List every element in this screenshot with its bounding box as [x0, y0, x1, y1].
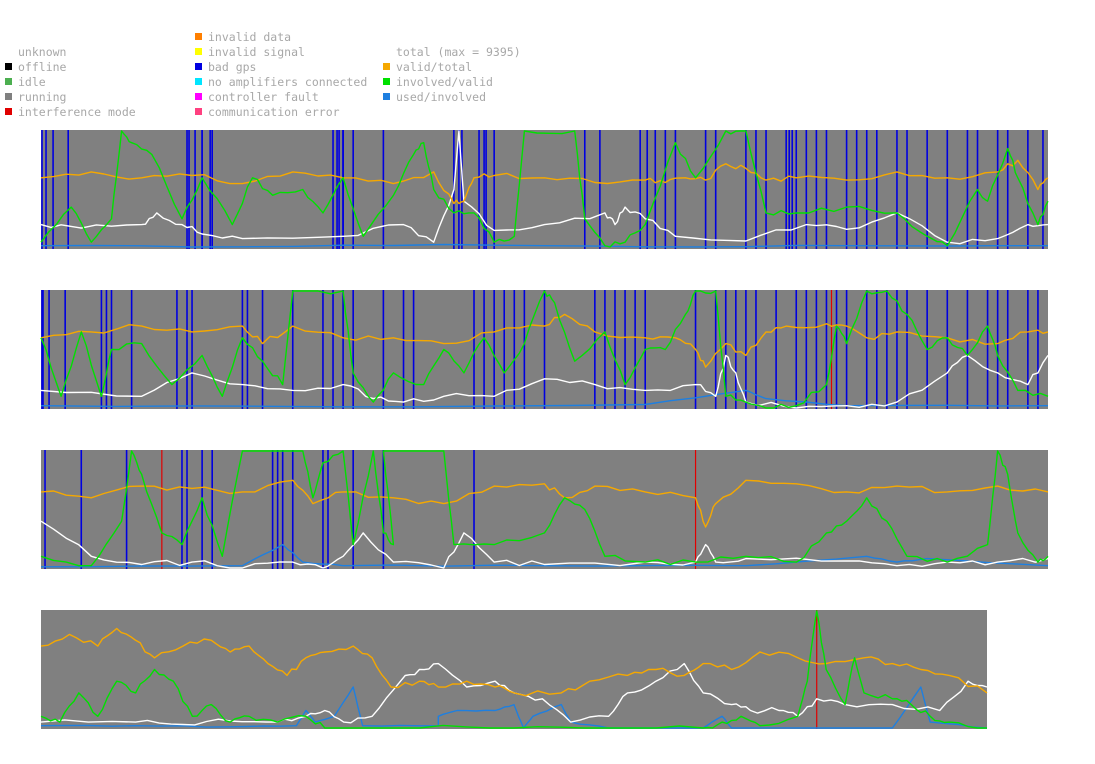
legend-swatch: [195, 93, 202, 100]
chart-panel-1: [40, 130, 1049, 249]
chart-panel-4: [40, 610, 988, 729]
total-line: [40, 662, 988, 726]
legend-swatch: [195, 108, 202, 115]
legend-label: no amplifiers connected: [208, 75, 368, 89]
legend-label: communication error: [208, 105, 340, 119]
involved-valid-line: [40, 450, 1049, 567]
legend-swatch: [5, 48, 12, 55]
total-line: [40, 520, 1049, 569]
legend-label: involved/valid: [396, 75, 493, 89]
legend-label: invalid data: [208, 30, 292, 44]
used-involved-line: [40, 543, 1049, 568]
legend-swatch: [195, 63, 202, 70]
valid-total-line: [40, 627, 988, 697]
legend-swatch: [195, 33, 202, 40]
legend-label: invalid signal: [208, 45, 305, 59]
panel-background: [41, 610, 987, 729]
valid-total-line: [40, 313, 1049, 368]
legend-label: bad gps: [208, 60, 257, 74]
legend-swatch: [195, 48, 202, 55]
valid-total-line: [40, 159, 1049, 205]
involved-valid-line: [40, 130, 1049, 248]
legend-swatch: [195, 78, 202, 85]
legend-swatch: [383, 93, 390, 100]
total-line: [40, 354, 1049, 409]
used-involved-line: [40, 243, 1048, 248]
legend-label: total (max = 9395): [396, 45, 521, 59]
chart-panel-2: [40, 290, 1049, 409]
involved-valid-line: [40, 610, 987, 729]
used-involved-line: [40, 686, 988, 729]
legend-swatch: [383, 63, 390, 70]
legend-label: unknown: [18, 45, 67, 59]
involved-valid-line: [40, 290, 1049, 409]
legend-label: valid/total: [396, 60, 473, 74]
legend-label: interference mode: [18, 105, 136, 119]
panel-background: [41, 450, 1048, 569]
total-line: [40, 130, 1049, 245]
legend-swatch: [5, 93, 12, 100]
legend-swatch: [5, 108, 12, 115]
chart-panel-3: [40, 450, 1049, 569]
legend-swatch: [383, 78, 390, 85]
legend-label: used/involved: [396, 90, 487, 104]
legend-label: controller fault: [208, 90, 319, 104]
legend-label: idle: [18, 75, 46, 89]
legend-label: running: [18, 90, 67, 104]
legend-swatch: [5, 63, 12, 70]
legend-swatch: [5, 78, 12, 85]
legend-label: offline: [18, 60, 67, 74]
